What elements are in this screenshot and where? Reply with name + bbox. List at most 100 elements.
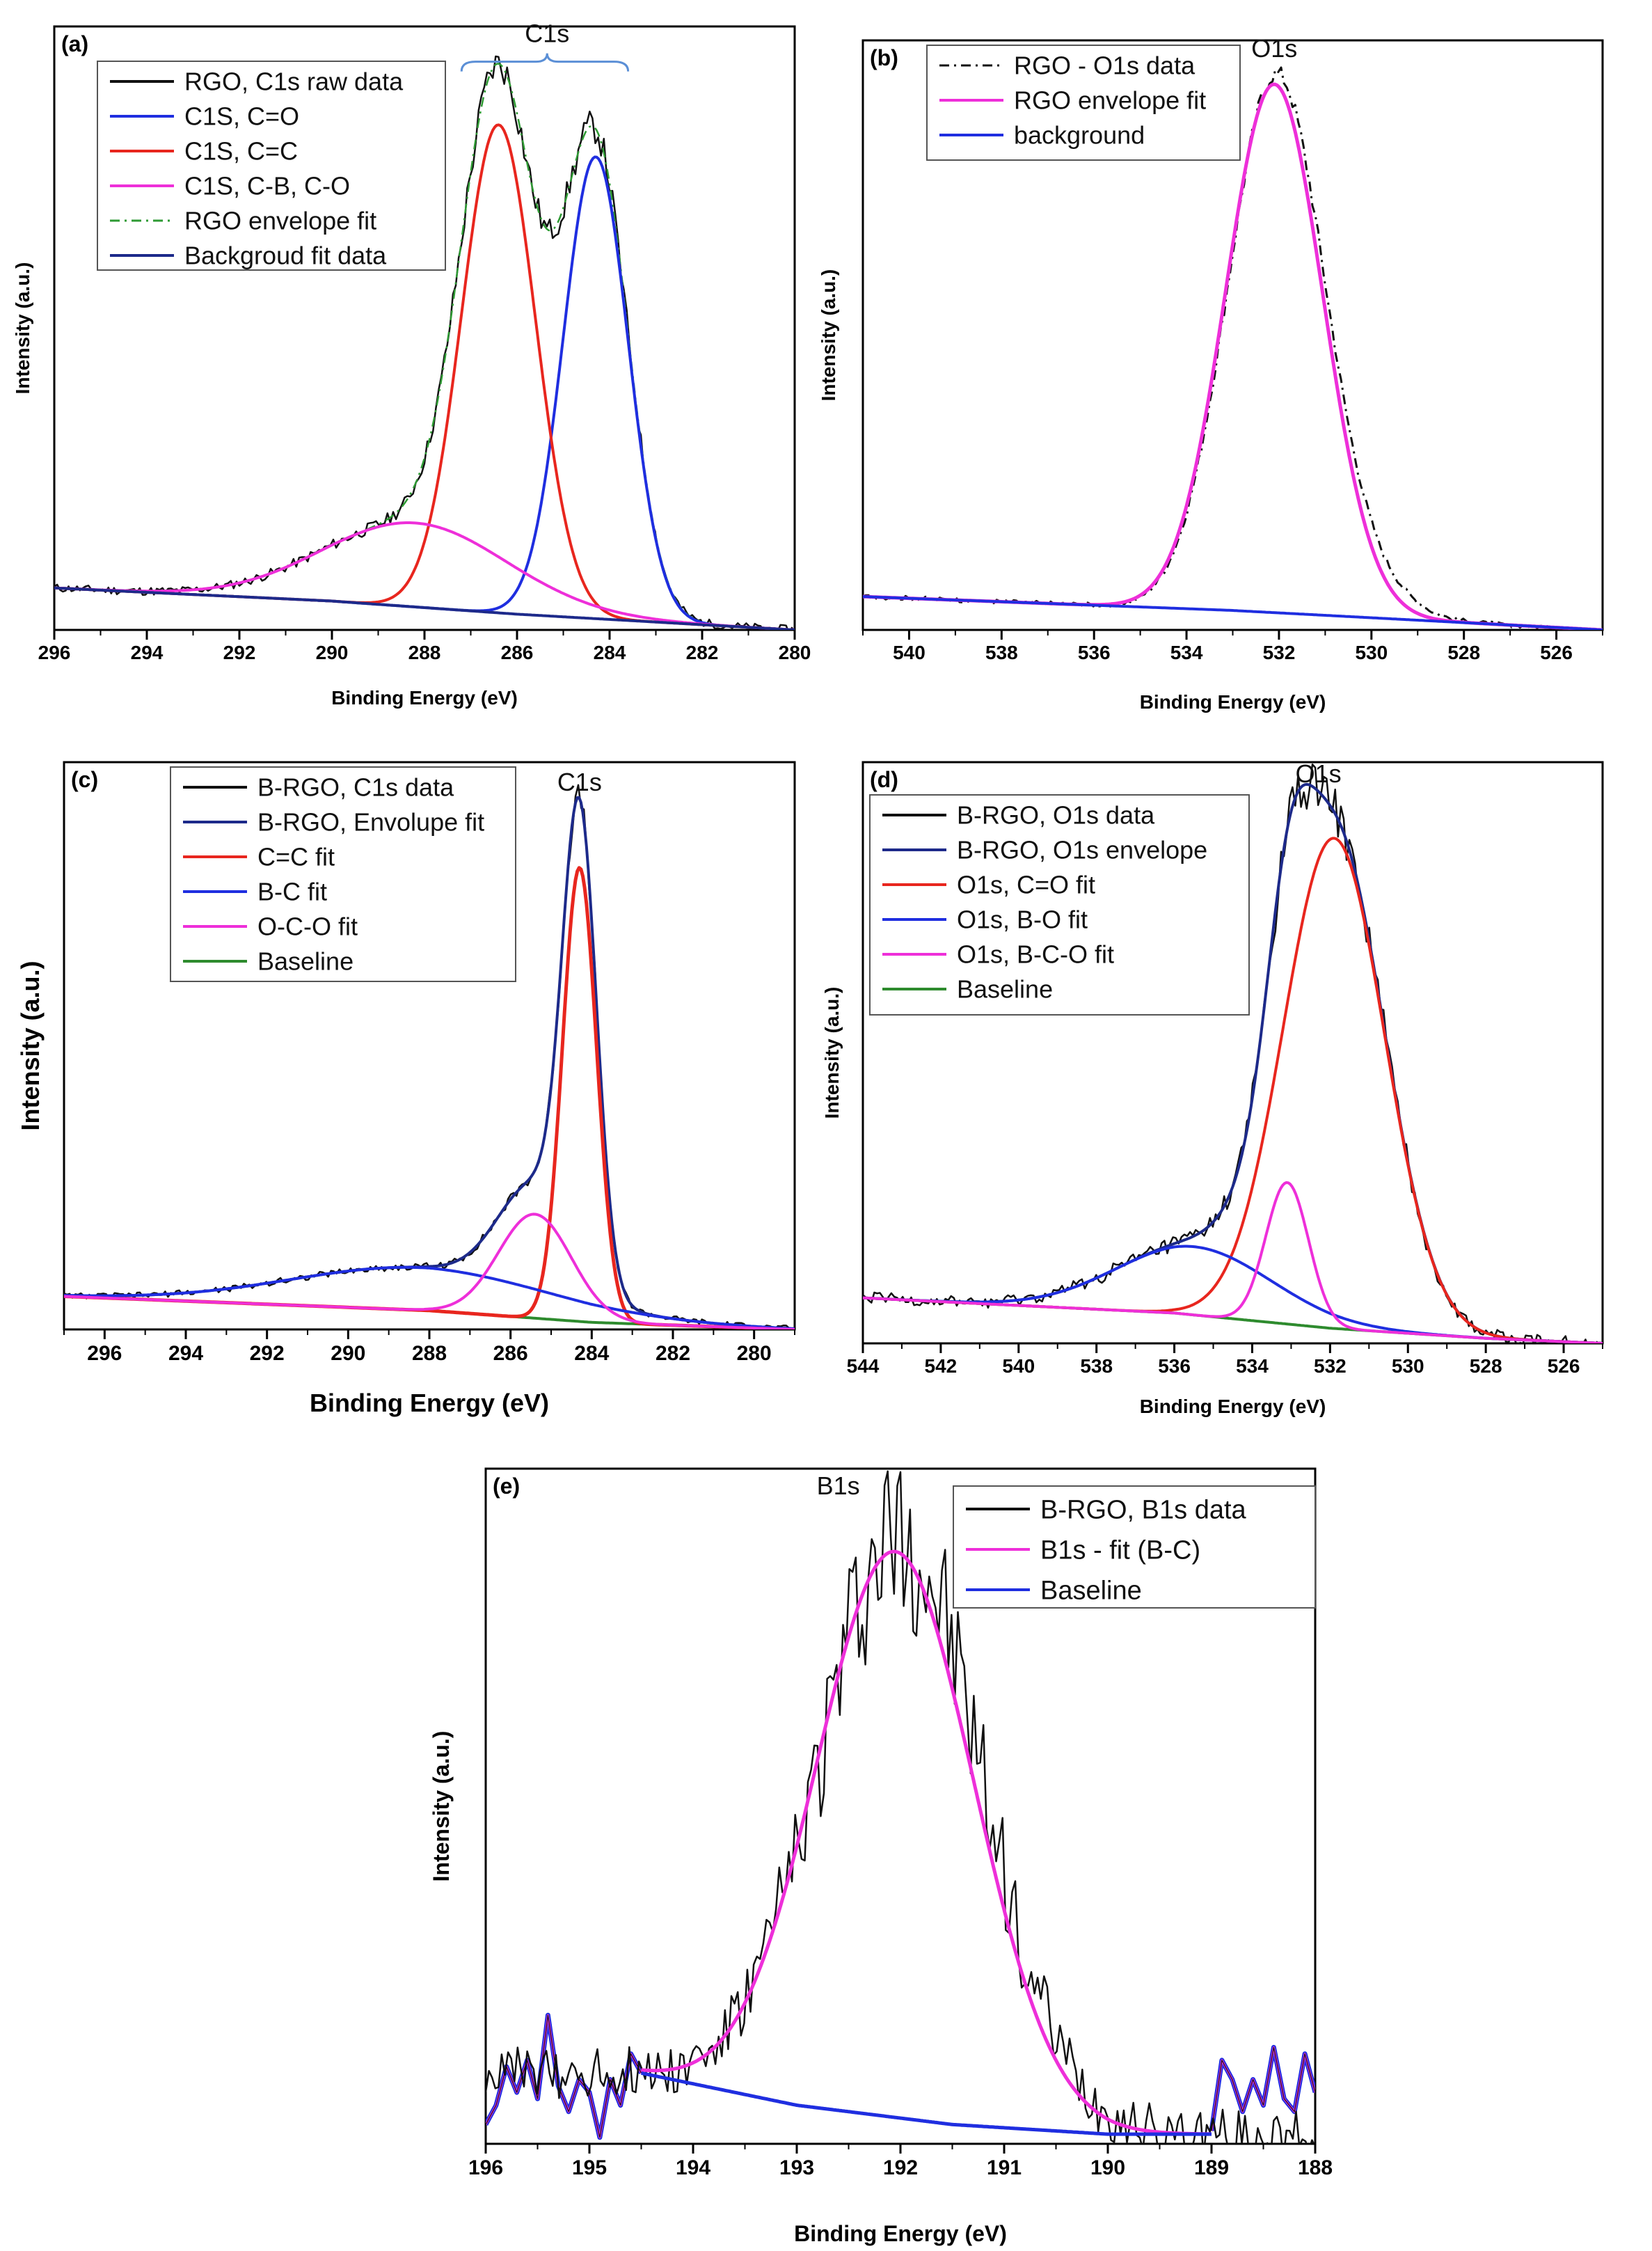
plot-area	[54, 55, 795, 630]
x-tick-label: 189	[1194, 2156, 1229, 2179]
peak-annotation: O1s	[1251, 34, 1297, 63]
x-tick-label: 280	[779, 642, 811, 663]
annotation-bracket	[460, 53, 630, 72]
x-axis: 544 542 540 538 536 534 532 530 528 526	[847, 1343, 1603, 1377]
series-b-c-fit	[64, 1265, 795, 1329]
legend-label-c1s-c-c: C1S, C=C	[184, 137, 298, 166]
plot-area	[64, 784, 795, 1329]
series-background	[863, 595, 1603, 630]
y-axis-label: Intensity (a.u.)	[821, 987, 843, 1119]
x-tick-label: 536	[1078, 642, 1111, 663]
series-o-c-o-fit	[64, 1213, 795, 1329]
x-tick-label: 193	[779, 2156, 814, 2179]
series-b-rgo-b1s-data	[486, 1470, 1315, 2144]
plot-area	[863, 66, 1603, 630]
x-tick-label: 286	[501, 642, 534, 663]
x-tick-label: 196	[468, 2156, 503, 2179]
legend-label-b-rgo-envolupe-fit: B-RGO, Envolupe fit	[257, 808, 484, 837]
legend-label-backgroud-fit-data: Backgroud fit data	[184, 242, 387, 270]
x-axis-label: Binding Energy (eV)	[310, 1389, 549, 1417]
x-tick-label: 528	[1447, 642, 1480, 663]
x-tick-label: 542	[925, 1355, 958, 1377]
panel-b-o1s-rgo: 540 538 536 534 532 530 528 526 Binding Energy (…	[818, 34, 1604, 713]
x-tick-label: 292	[223, 642, 256, 663]
x-axis-label: Binding Energy (eV)	[1140, 1396, 1326, 1417]
x-axis-label: Binding Energy (eV)	[1140, 691, 1326, 713]
panel-e-b1s-b-rgo: 196 195 194 193 192 191 190 189 188 Binding Energ…	[429, 1467, 1333, 2246]
legend-label-c-c-fit: C=C fit	[257, 843, 335, 871]
x-tick-label: 282	[656, 1342, 690, 1365]
legend-label-baseline: Baseline	[1040, 1576, 1142, 1605]
legend-box	[926, 45, 1241, 161]
legend: B-RGO, O1s data B-RGO, O1s envelope O1s, C…	[869, 794, 1250, 1016]
y-axis-label: Intensity (a.u.)	[429, 1731, 454, 1882]
panel-label: (a)	[61, 31, 88, 56]
x-tick-label: 190	[1090, 2156, 1125, 2179]
legend: B-RGO, C1s data B-RGO, Envolupe fit C=C fi…	[170, 766, 516, 982]
legend-label-baseline: Baseline	[957, 975, 1053, 1004]
series-baseline	[641, 2071, 1212, 2136]
legend-label-b-rgo-o1s-envelope: B-RGO, O1s envelope	[957, 836, 1207, 864]
peak-annotation: O1s	[1296, 759, 1342, 788]
legend-label-c1s-c-o: C1S, C=O	[184, 102, 299, 131]
peak-annotation: C1s	[557, 768, 602, 796]
legend: RGO, C1s raw data C1S, C=O C1S, C=C C1S, C-…	[97, 61, 446, 271]
series-c1s-c-b-c-o	[54, 521, 795, 630]
legend-label-rgo-o1s-data: RGO - O1s data	[1014, 52, 1196, 80]
legend-label-background: background	[1014, 121, 1145, 150]
legend-label-b-rgo-b1s-data: B-RGO, B1s data	[1040, 1495, 1247, 1524]
x-tick-label: 532	[1314, 1355, 1347, 1377]
y-axis-label: Intensity (a.u.)	[818, 269, 839, 402]
legend-box	[170, 766, 516, 982]
plot-area	[486, 1470, 1315, 2144]
edge-data-right	[1211, 2046, 1315, 2131]
x-tick-label: 290	[331, 1342, 365, 1365]
x-tick-label: 540	[1002, 1355, 1035, 1377]
x-tick-label: 288	[412, 1342, 447, 1365]
x-tick-label: 284	[574, 1342, 609, 1365]
panel-label: (e)	[493, 1474, 520, 1499]
legend-label-o1s-b-o-fit: O1s, B-O fit	[957, 906, 1088, 934]
x-tick-label: 288	[408, 642, 441, 663]
x-tick-label: 292	[250, 1342, 285, 1365]
edge-data-left	[486, 2014, 642, 2138]
legend-box	[953, 1485, 1316, 1609]
x-tick-label: 530	[1392, 1355, 1424, 1377]
x-tick-label: 296	[87, 1342, 122, 1365]
x-tick-label: 536	[1158, 1355, 1191, 1377]
x-tick-label: 282	[686, 642, 719, 663]
legend-label-c1s-c-b-c-o: C1S, C-B, C-O	[184, 172, 350, 200]
panel-label: (d)	[870, 767, 898, 792]
series-backgroud-fit-data	[54, 586, 795, 630]
panel-label: (b)	[870, 45, 898, 70]
peak-annotation: B1s	[817, 1471, 860, 1500]
legend-box	[869, 794, 1250, 1016]
x-tick-label: 528	[1470, 1355, 1502, 1377]
x-axis: 540 538 536 534 532 530 528 526	[862, 630, 1603, 663]
peak-annotation: C1s	[525, 19, 569, 48]
x-tick-label: 534	[1170, 642, 1203, 663]
x-tick-label: 286	[493, 1342, 528, 1365]
x-tick-label: 192	[883, 2156, 918, 2179]
x-tick-label: 296	[38, 642, 71, 663]
x-tick-label: 191	[987, 2156, 1022, 2179]
y-axis-label: Intensity (a.u.)	[16, 961, 45, 1130]
legend-label-o1s-b-c-o-fit: O1s, B-C-O fit	[957, 940, 1114, 969]
x-tick-label: 544	[847, 1355, 880, 1377]
legend-label-b-rgo-o1s-data: B-RGO, O1s data	[957, 801, 1155, 830]
legend-box	[97, 61, 446, 271]
legend-label-rgo-c1s-raw-data: RGO, C1s raw data	[184, 68, 404, 96]
x-tick-label: 280	[737, 1342, 772, 1365]
legend-label-b1s-fit-b-c: B1s - fit (B-C)	[1040, 1535, 1200, 1565]
x-tick-label: 534	[1236, 1355, 1269, 1377]
x-tick-label: 538	[1080, 1355, 1113, 1377]
panel-a-c1s-rgo: 296 294 292 290 288 286 284 282 280 Binding Energ…	[12, 19, 811, 709]
x-tick-label: 530	[1355, 642, 1388, 663]
panel-label: (c)	[71, 767, 98, 792]
x-tick-label: 294	[168, 1342, 203, 1365]
x-tick-label: 194	[676, 2156, 710, 2179]
x-tick-label: 540	[893, 642, 926, 663]
x-tick-label: 526	[1548, 1355, 1580, 1377]
y-axis-label: Intensity (a.u.)	[12, 262, 33, 395]
